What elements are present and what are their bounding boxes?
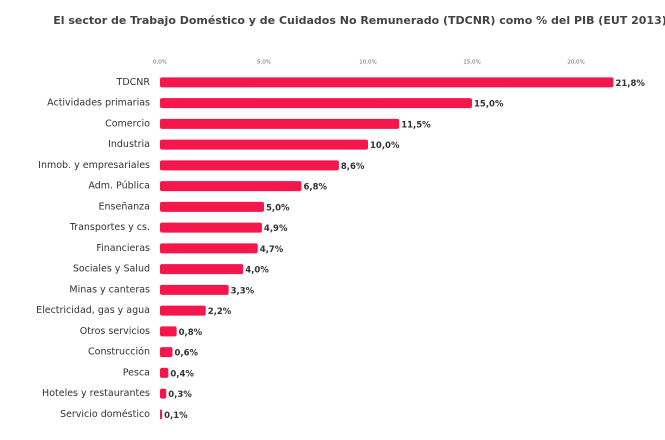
x-tick-label: 15,0% bbox=[463, 60, 480, 66]
category-label: Construcción bbox=[88, 347, 150, 358]
value-label: 4,9% bbox=[264, 224, 288, 234]
chart-title: El sector de Trabajo Doméstico y de Cuid… bbox=[53, 14, 665, 27]
bar bbox=[160, 326, 177, 337]
value-label: 15,0% bbox=[474, 100, 504, 110]
value-label: 2,2% bbox=[208, 307, 232, 317]
bar bbox=[160, 284, 229, 295]
value-label: 21,8% bbox=[615, 79, 645, 89]
category-label: Enseñanza bbox=[99, 201, 151, 212]
bar bbox=[160, 118, 400, 129]
category-label: Minas y canteras bbox=[69, 284, 150, 295]
value-label: 3,3% bbox=[231, 286, 255, 296]
category-label: Adm. Pública bbox=[88, 181, 150, 192]
bar bbox=[160, 264, 244, 275]
bar bbox=[160, 201, 264, 212]
category-label: Actividades primarias bbox=[47, 98, 150, 109]
category-label: Inmob. y empresariales bbox=[38, 160, 150, 171]
category-label: TDCNR bbox=[116, 77, 151, 88]
value-label: 0,3% bbox=[168, 390, 192, 400]
bar bbox=[160, 77, 614, 88]
value-label: 10,0% bbox=[370, 141, 400, 151]
category-label: Hoteles y restaurantes bbox=[42, 388, 150, 399]
bar bbox=[160, 139, 368, 150]
value-label: 0,6% bbox=[174, 349, 198, 359]
value-label: 0,4% bbox=[170, 369, 194, 379]
bar bbox=[160, 367, 169, 378]
value-label: 6,8% bbox=[303, 183, 327, 193]
value-label: 8,6% bbox=[341, 162, 365, 172]
category-label: Transportes y cs. bbox=[69, 222, 150, 233]
bar bbox=[160, 160, 339, 171]
value-label: 0,1% bbox=[164, 411, 188, 421]
value-label: 0,8% bbox=[179, 328, 203, 338]
value-label: 11,5% bbox=[401, 120, 431, 130]
bar bbox=[160, 305, 206, 316]
value-label: 5,0% bbox=[266, 203, 290, 213]
value-label: 4,0% bbox=[245, 266, 269, 276]
bar bbox=[160, 388, 167, 399]
x-tick-label: 0,0% bbox=[153, 60, 167, 66]
category-label: Otros servicios bbox=[80, 326, 150, 337]
category-label: Financieras bbox=[96, 243, 150, 254]
x-tick-label: 20,0% bbox=[567, 60, 584, 66]
x-tick-label: 10,0% bbox=[359, 60, 376, 66]
category-label: Comercio bbox=[105, 118, 150, 129]
category-label: Sociales y Salud bbox=[73, 264, 150, 275]
bar bbox=[160, 222, 262, 233]
bar bbox=[160, 347, 173, 358]
bar bbox=[160, 98, 472, 109]
bar bbox=[160, 181, 302, 192]
x-tick-label: 5,0% bbox=[257, 60, 271, 66]
value-label: 4,7% bbox=[260, 245, 284, 255]
category-label: Servicio doméstico bbox=[60, 409, 150, 420]
category-label: Pesca bbox=[123, 367, 150, 378]
bar bbox=[160, 243, 258, 254]
category-label: Industria bbox=[108, 139, 150, 150]
category-label: Electricidad, gas y agua bbox=[36, 305, 150, 316]
bar bbox=[160, 409, 163, 420]
